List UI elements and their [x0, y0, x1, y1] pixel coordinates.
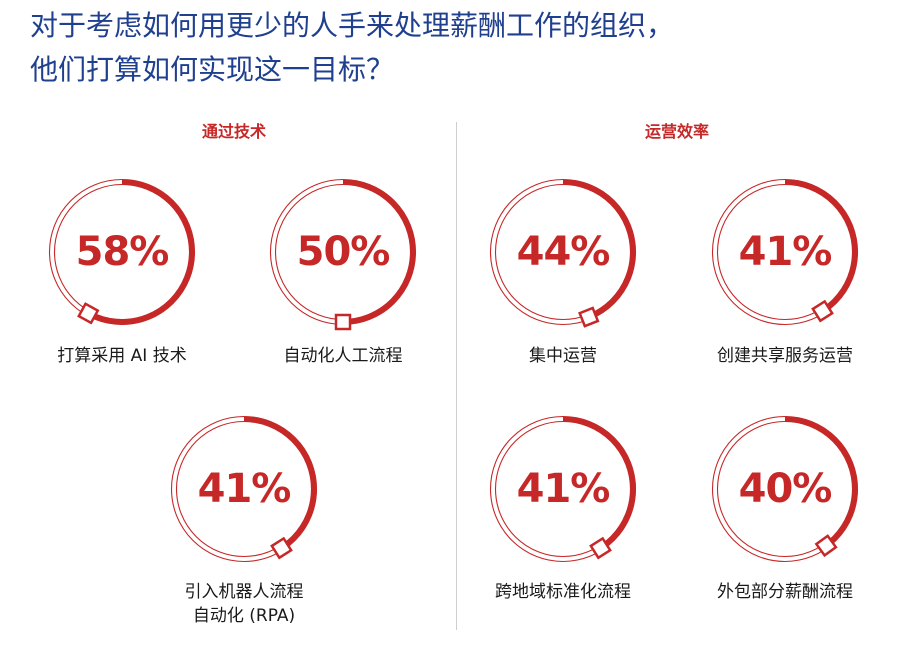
progress-marker — [589, 536, 612, 560]
caption-line: 引入机器人流程 — [184, 582, 304, 602]
caption-line: 跨地域标准化流程 — [495, 582, 631, 602]
progress-marker — [811, 299, 834, 323]
percent-label: 41% — [738, 229, 833, 275]
caption-line: 创建共享服务运营 — [717, 346, 853, 366]
group-label-technology: 通过技术 — [201, 122, 267, 141]
gauge-0-0: 58% — [47, 177, 197, 327]
gauge-caption: 自动化人工流程 — [233, 344, 453, 368]
progress-marker — [578, 306, 600, 328]
progress-marker — [814, 534, 838, 558]
percent-label: 40% — [738, 466, 833, 512]
gauge-ring — [711, 178, 859, 326]
gauge-ring — [48, 178, 196, 326]
caption-line: 自动化 (RPA) — [192, 606, 296, 626]
progress-marker — [334, 313, 352, 331]
progress-arc — [784, 416, 858, 548]
progress-marker — [77, 302, 100, 325]
gauge-caption: 跨地域标准化流程 — [453, 580, 673, 604]
gauge-ring — [711, 415, 859, 563]
gauge-caption: 集中运营 — [453, 344, 673, 368]
chart-title: 对于考虑如何用更少的人手来处理薪酬工作的组织， 他们打算如何实现这一目标？ — [30, 4, 674, 92]
percent-label: 41% — [197, 466, 292, 512]
caption-line: 外包部分薪酬流程 — [717, 582, 853, 602]
gauge-ring — [489, 178, 637, 328]
percent-label: 58% — [75, 229, 170, 275]
progress-marker — [270, 536, 293, 560]
gauge-caption: 打算采用 AI 技术 — [12, 344, 232, 368]
gauge-1-2: 41% — [488, 414, 638, 564]
percent-label: 41% — [516, 466, 611, 512]
gauge-ring — [269, 178, 417, 331]
progress-arc — [342, 179, 416, 325]
section-divider — [456, 122, 457, 630]
progress-arc — [562, 179, 636, 320]
gauge-ring — [489, 415, 637, 563]
percent-label: 44% — [516, 229, 611, 275]
progress-arc — [86, 179, 195, 325]
progress-arc — [784, 179, 858, 314]
progress-arc — [243, 416, 317, 551]
gauge-0-2: 41% — [169, 414, 319, 564]
title-line-2: 他们打算如何实现这一目标？ — [30, 53, 395, 86]
progress-arc — [562, 416, 636, 551]
group-label-operational-efficiency: 运营效率 — [644, 122, 710, 141]
gauge-0-1: 50% — [268, 177, 418, 331]
gauge-1-1: 41% — [710, 177, 860, 327]
gauge-1-3: 40% — [710, 414, 860, 564]
gauge-1-0: 44% — [488, 177, 638, 328]
caption-line: 自动化人工流程 — [283, 346, 403, 366]
caption-line: 集中运营 — [529, 346, 597, 366]
gauge-caption: 引入机器人流程 自动化 (RPA) — [134, 580, 354, 628]
gauge-caption: 外包部分薪酬流程 — [675, 580, 895, 604]
gauge-ring — [170, 415, 318, 563]
gauge-caption: 创建共享服务运营 — [675, 344, 895, 368]
percent-label: 50% — [296, 229, 391, 275]
title-line-1: 对于考虑如何用更少的人手来处理薪酬工作的组织， — [30, 9, 675, 42]
caption-line: 打算采用 AI 技术 — [57, 346, 187, 366]
